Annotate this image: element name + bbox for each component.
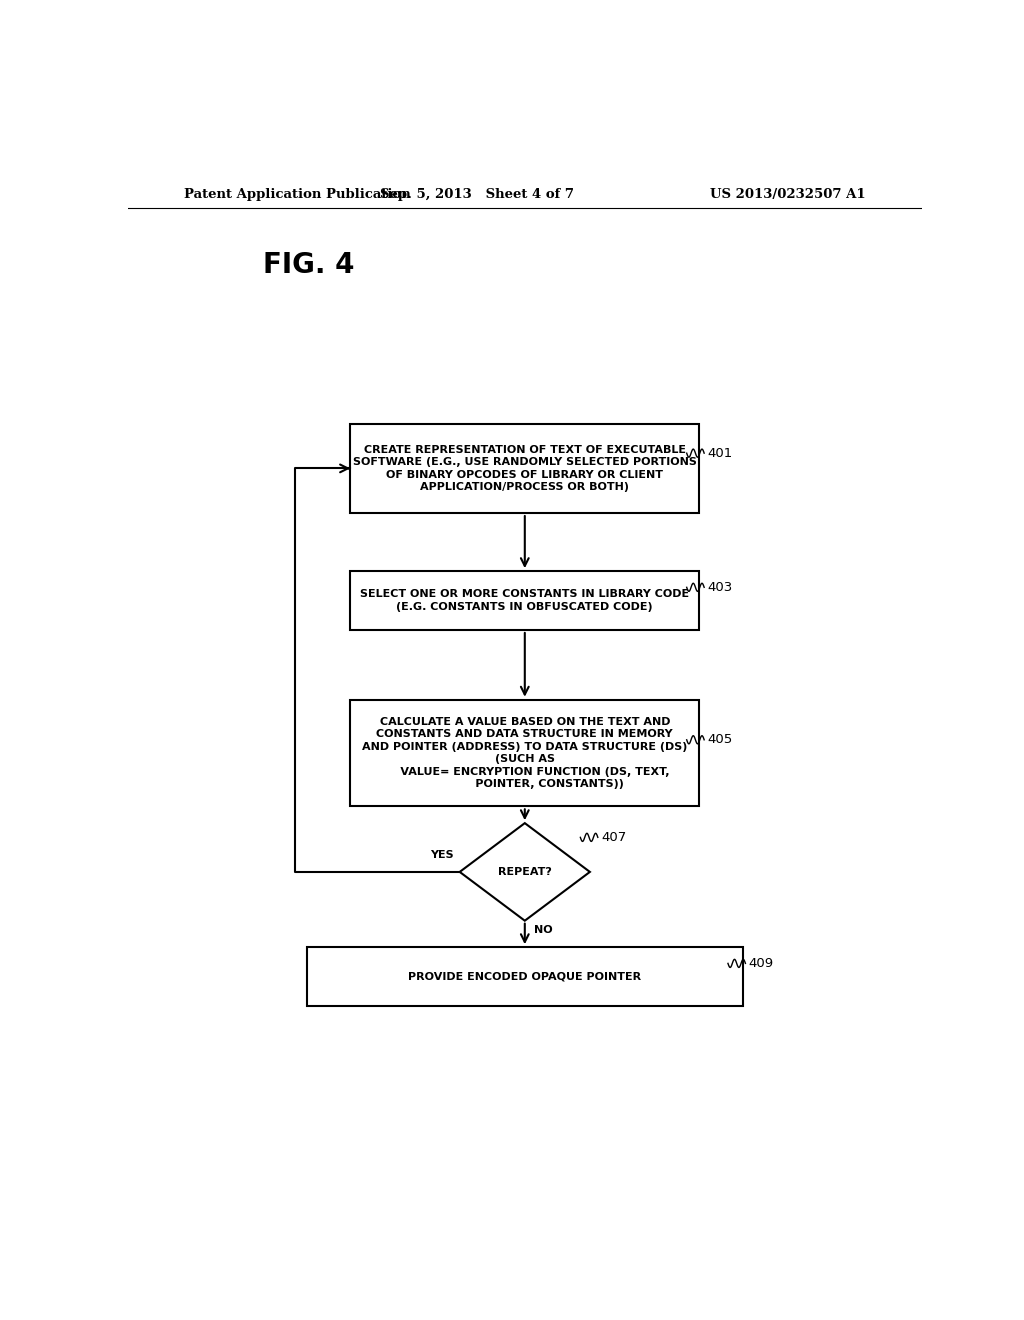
Text: SELECT ONE OR MORE CONSTANTS IN LIBRARY CODE
(E.G. CONSTANTS IN OBFUSCATED CODE): SELECT ONE OR MORE CONSTANTS IN LIBRARY … <box>360 589 689 611</box>
Text: US 2013/0232507 A1: US 2013/0232507 A1 <box>711 189 866 202</box>
Text: REPEAT?: REPEAT? <box>498 867 552 876</box>
Text: 409: 409 <box>749 957 774 970</box>
Text: YES: YES <box>430 850 454 859</box>
Text: CREATE REPRESENTATION OF TEXT OF EXECUTABLE
SOFTWARE (E.G., USE RANDOMLY SELECTE: CREATE REPRESENTATION OF TEXT OF EXECUTA… <box>353 445 696 492</box>
Text: Patent Application Publication: Patent Application Publication <box>183 189 411 202</box>
Polygon shape <box>460 824 590 921</box>
Text: 405: 405 <box>708 734 732 746</box>
Text: FIG. 4: FIG. 4 <box>263 251 354 279</box>
Bar <box>350 700 699 807</box>
Bar <box>350 572 699 630</box>
Text: Sep. 5, 2013   Sheet 4 of 7: Sep. 5, 2013 Sheet 4 of 7 <box>380 189 574 202</box>
Text: CALCULATE A VALUE BASED ON THE TEXT AND
CONSTANTS AND DATA STRUCTURE IN MEMORY
A: CALCULATE A VALUE BASED ON THE TEXT AND … <box>362 717 687 789</box>
Text: 407: 407 <box>601 830 627 843</box>
Text: 403: 403 <box>708 581 732 594</box>
Bar <box>350 424 699 513</box>
Bar <box>306 948 743 1006</box>
Text: 401: 401 <box>708 446 732 459</box>
Text: NO: NO <box>535 925 553 935</box>
Text: PROVIDE ENCODED OPAQUE POINTER: PROVIDE ENCODED OPAQUE POINTER <box>409 972 641 982</box>
